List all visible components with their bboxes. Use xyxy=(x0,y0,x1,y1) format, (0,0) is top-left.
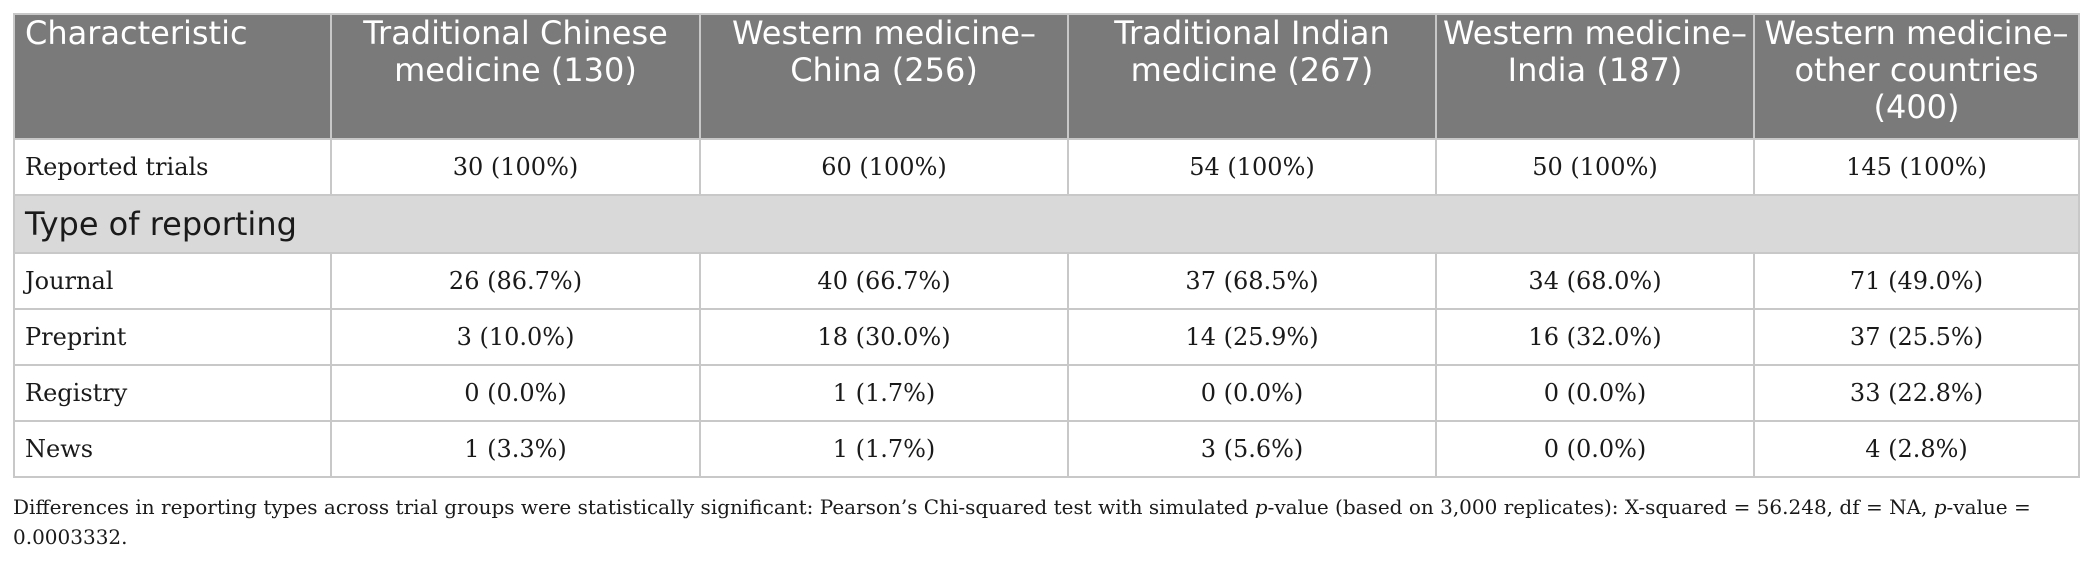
footnote-italic-p-2: p xyxy=(1933,495,1947,519)
header-traditional-chinese-medicine: Traditional Chinese medicine (130) xyxy=(330,13,701,140)
table-cell: 1 (1.7%) xyxy=(699,420,1069,478)
table-cell: 71 (49.0%) xyxy=(1753,252,2080,310)
row-label: Journal xyxy=(13,252,332,310)
table-cell: 1 (3.3%) xyxy=(330,420,701,478)
table-cell: 30 (100%) xyxy=(330,138,701,196)
table-cell: 40 (66.7%) xyxy=(699,252,1069,310)
header-western-medicine-india: Western medicine–India (187) xyxy=(1435,13,1755,140)
table-cell: 60 (100%) xyxy=(699,138,1069,196)
row-label: Preprint xyxy=(13,308,332,366)
table-body: Reported trials 30 (100%) 60 (100%) 54 (… xyxy=(13,138,2080,478)
header-western-medicine-other: Western medicine–other countries (400) xyxy=(1753,13,2080,140)
table-cell: 16 (32.0%) xyxy=(1435,308,1755,366)
table-cell: 0 (0.0%) xyxy=(330,364,701,422)
table-cell: 37 (68.5%) xyxy=(1067,252,1437,310)
footnote-italic-p-1: p xyxy=(1254,495,1268,519)
footnote-text-2: -value (based on 3,000 replicates): X-sq… xyxy=(1267,495,1934,519)
page: Characteristic Traditional Chinese medic… xyxy=(13,13,2080,552)
section-row: Type of reporting xyxy=(13,194,2080,254)
row-label: News xyxy=(13,420,332,478)
table-row-reported-trials: Reported trials 30 (100%) 60 (100%) 54 (… xyxy=(13,138,2080,196)
table-cell: 33 (22.8%) xyxy=(1753,364,2080,422)
section-label: Type of reporting xyxy=(13,194,2080,254)
footnote-text-3: -value = 0.0003332. xyxy=(13,495,2031,549)
footnote-text-1: Differences in reporting types across tr… xyxy=(13,495,1255,519)
table-cell: 3 (5.6%) xyxy=(1067,420,1437,478)
table-cell: 54 (100%) xyxy=(1067,138,1437,196)
table-row-news: News 1 (3.3%) 1 (1.7%) 3 (5.6%) 0 (0.0%)… xyxy=(13,420,2080,478)
table-cell: 37 (25.5%) xyxy=(1753,308,2080,366)
results-table: Characteristic Traditional Chinese medic… xyxy=(13,13,2080,478)
table-cell: 0 (0.0%) xyxy=(1067,364,1437,422)
table-cell: 26 (86.7%) xyxy=(330,252,701,310)
table-row-journal: Journal 26 (86.7%) 40 (66.7%) 37 (68.5%)… xyxy=(13,252,2080,310)
header-row: Characteristic Traditional Chinese medic… xyxy=(13,13,2080,140)
table-cell: 18 (30.0%) xyxy=(699,308,1069,366)
header-traditional-indian-medicine: Traditional Indian medicine (267) xyxy=(1067,13,1437,140)
table-footnote: Differences in reporting types across tr… xyxy=(13,492,2078,552)
table-header: Characteristic Traditional Chinese medic… xyxy=(13,13,2080,140)
row-label: Registry xyxy=(13,364,332,422)
table-cell: 0 (0.0%) xyxy=(1435,420,1755,478)
table-cell: 34 (68.0%) xyxy=(1435,252,1755,310)
table-cell: 145 (100%) xyxy=(1753,138,2080,196)
table-row-preprint: Preprint 3 (10.0%) 18 (30.0%) 14 (25.9%)… xyxy=(13,308,2080,366)
table-cell: 3 (10.0%) xyxy=(330,308,701,366)
table-cell: 50 (100%) xyxy=(1435,138,1755,196)
header-western-medicine-china: Western medicine–China (256) xyxy=(699,13,1069,140)
table-cell: 4 (2.8%) xyxy=(1753,420,2080,478)
table-cell: 1 (1.7%) xyxy=(699,364,1069,422)
header-characteristic: Characteristic xyxy=(13,13,332,140)
table-row-registry: Registry 0 (0.0%) 1 (1.7%) 0 (0.0%) 0 (0… xyxy=(13,364,2080,422)
table-cell: 0 (0.0%) xyxy=(1435,364,1755,422)
row-label: Reported trials xyxy=(13,138,332,196)
table-cell: 14 (25.9%) xyxy=(1067,308,1437,366)
